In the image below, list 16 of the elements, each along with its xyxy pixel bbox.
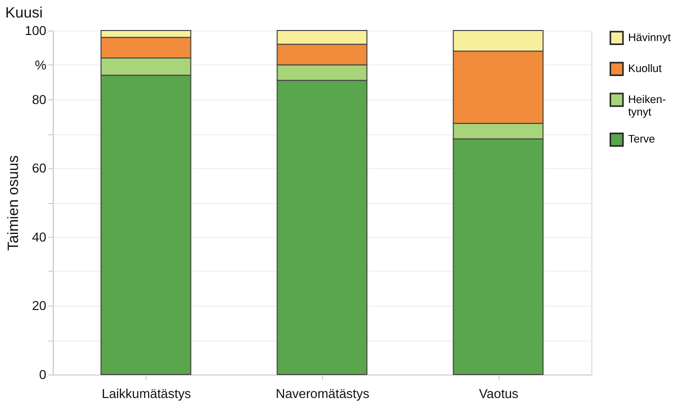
x-tick-label: Vaotus [479, 386, 519, 401]
y-tick-label: % [34, 57, 47, 72]
legend-label: Terve [628, 134, 655, 146]
legend-label: Heiken- tynyt [628, 94, 666, 119]
legend-label: Kuollut [628, 62, 662, 75]
y-tick-label: 100 [24, 22, 46, 38]
legend-label: Hävinnyt [628, 32, 671, 44]
y-tick-label: 80 [32, 92, 46, 107]
y-tick-label: 60 [32, 160, 46, 176]
y-axis-title: Taimien osuus [4, 155, 22, 251]
y-tick-label: 20 [32, 298, 46, 314]
y-tick-label: 40 [32, 229, 46, 244]
y-tick-label: 0 [39, 366, 46, 382]
chart-title: Kuusi [5, 4, 43, 22]
x-tick-label: Naveromätästys [276, 386, 370, 401]
x-tick-label: Laikkumätästys [102, 386, 192, 401]
